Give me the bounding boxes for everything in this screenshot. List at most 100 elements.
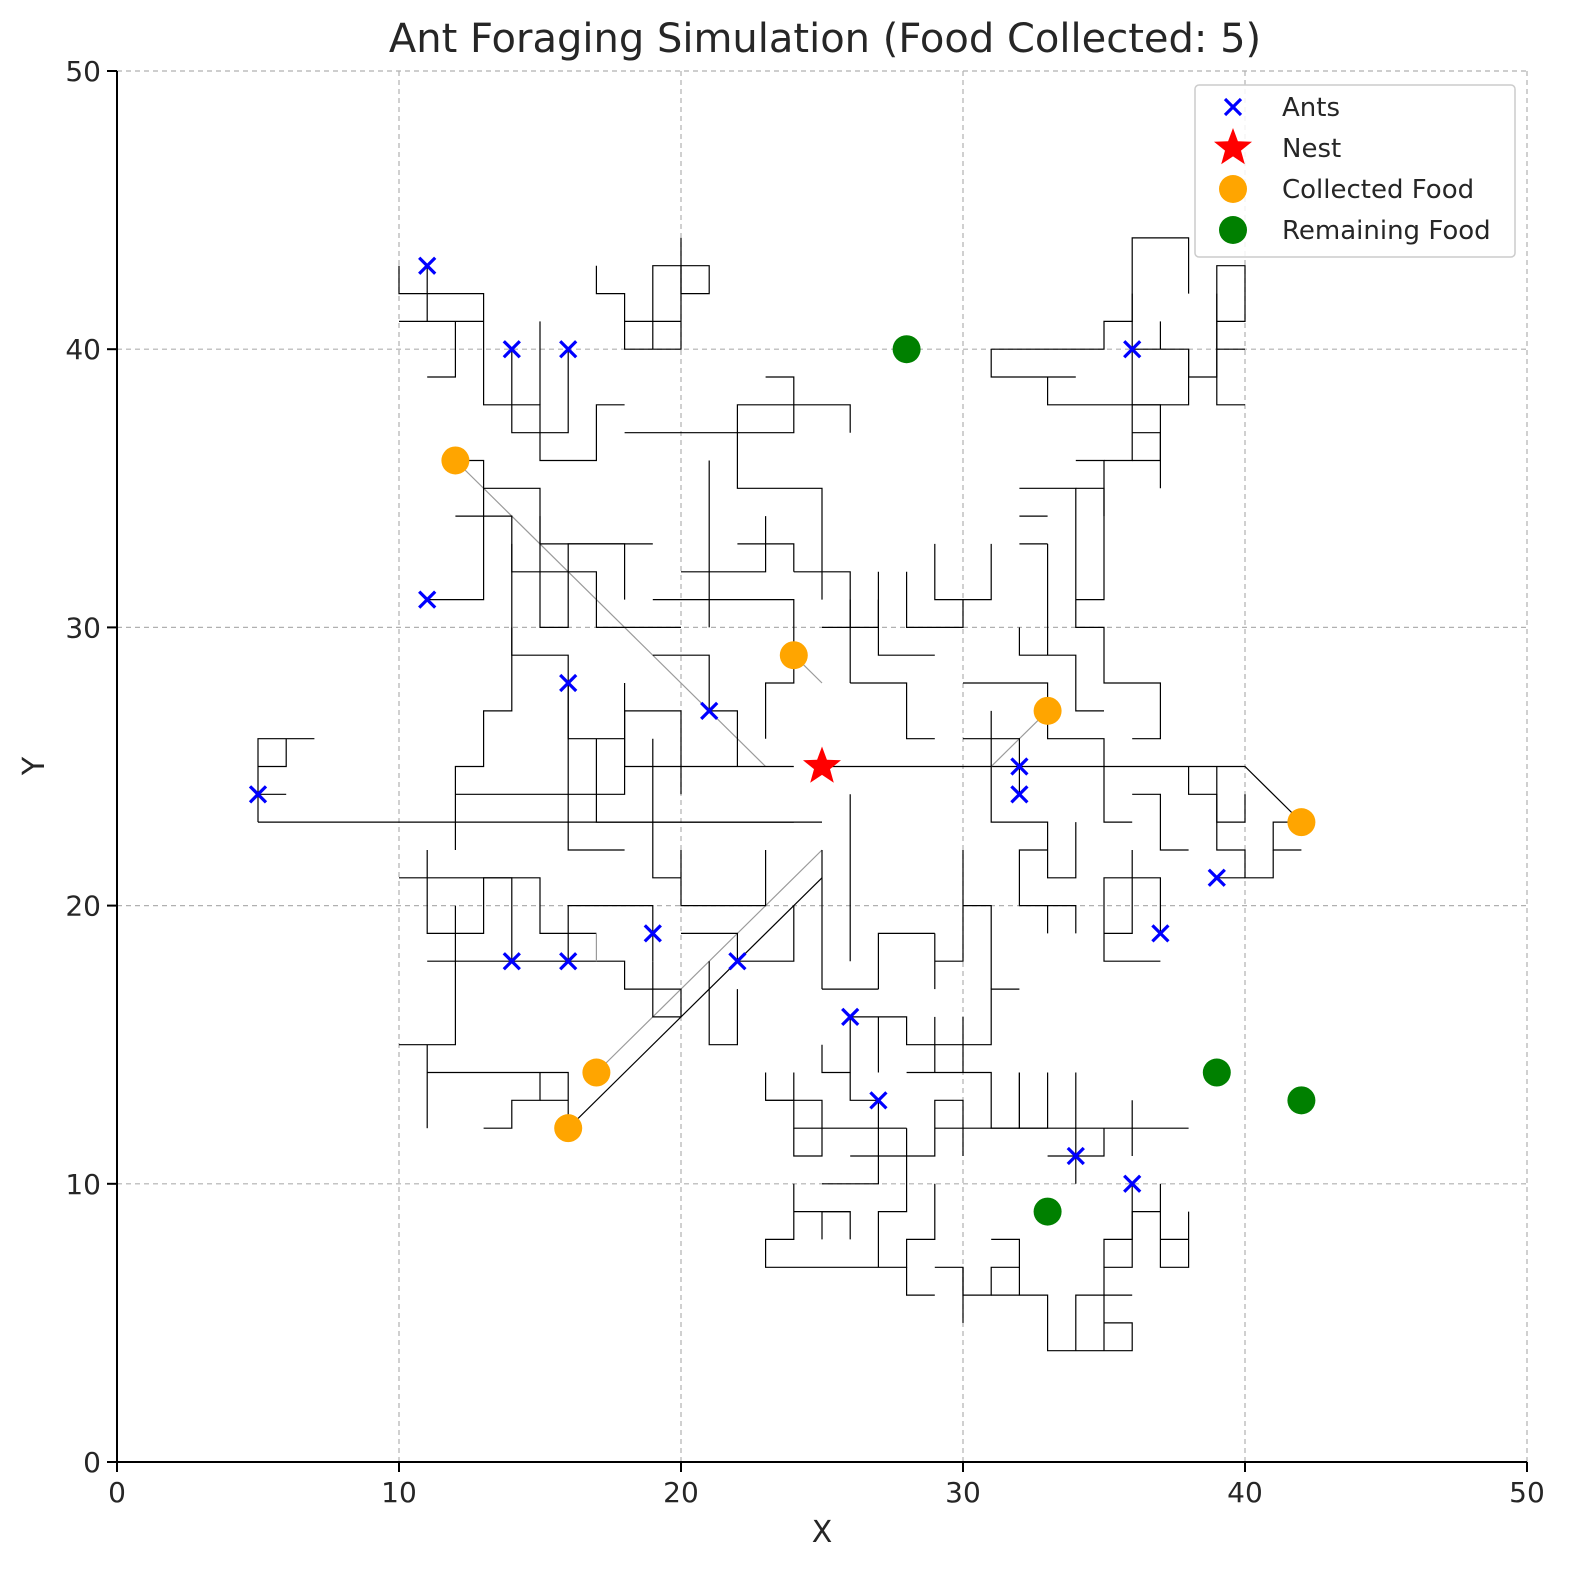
ant-trail [399, 265, 484, 322]
x-tick-label: 40 [1227, 1476, 1263, 1509]
ant-trail [1131, 1127, 1189, 1156]
ticks: 0 10 20 30 40 50 0 10 20 30 40 50 [65, 55, 1544, 1509]
ant-trail [934, 1266, 1020, 1296]
y-tick-label: 0 [83, 1446, 101, 1479]
ants-marker [1010, 785, 1029, 804]
legend-label-ants: Ants [1282, 93, 1340, 123]
ants-marker [700, 701, 719, 720]
markers [248, 256, 1316, 1226]
ant-trail [539, 516, 626, 629]
ants-marker [559, 340, 578, 359]
ant-trail [1019, 487, 1162, 740]
ant-trail [427, 488, 485, 601]
ant-trail [822, 571, 880, 629]
ant-trail [822, 765, 1303, 851]
y-tick-label: 40 [65, 333, 101, 366]
ants-marker [1207, 868, 1226, 887]
ant-trail [793, 571, 851, 628]
ant-trail [680, 237, 710, 295]
nest-marker [803, 746, 841, 783]
collected-food-marker [441, 446, 470, 475]
ant-trail [1047, 1128, 1105, 1157]
ant-trail [1103, 1183, 1133, 1268]
legend-frame [1194, 84, 1516, 258]
ant-trail [764, 1183, 936, 1268]
ant-trail [934, 543, 992, 601]
ant-trail [399, 877, 513, 962]
collected-food-marker [779, 641, 808, 670]
x-axis-label: X [812, 1515, 833, 1550]
ants-series [248, 256, 1226, 1193]
ant-trail [595, 738, 794, 823]
y-tick-label: 50 [65, 55, 101, 88]
ant-trail [455, 515, 681, 629]
ant-trail [568, 960, 682, 1018]
ant-trail [934, 850, 964, 962]
ants-marker [841, 1007, 860, 1027]
legend-label-remaining-food: Remaining Food [1282, 216, 1491, 246]
ant-trail [427, 321, 456, 378]
ants-marker [559, 952, 578, 971]
legend: Ants Nest Collected Food Remaining Food [1194, 84, 1516, 258]
legend-label-collected-food: Collected Food [1282, 175, 1474, 205]
ant-trail [454, 627, 513, 850]
ant-trail [736, 376, 851, 434]
y-axis-label: Y [17, 756, 52, 776]
ant-trail [483, 1072, 541, 1129]
ants-marker [1010, 757, 1029, 776]
ant-trail [737, 543, 795, 572]
ant-trail [708, 961, 739, 1046]
ants-marker [1123, 1174, 1142, 1193]
nest-series [803, 746, 841, 783]
ant-trail [455, 459, 653, 545]
y-tick-label: 20 [65, 890, 101, 923]
collected-food-marker [554, 1114, 583, 1143]
ants-marker [418, 590, 437, 609]
ant-trail [1216, 293, 1245, 406]
remaining-food-series [892, 335, 1316, 1226]
ant-trail [1187, 766, 1274, 879]
remaining-food-marker [1033, 1197, 1062, 1226]
ants-marker [418, 256, 437, 275]
ants-marker [502, 340, 521, 359]
ants-marker [502, 952, 521, 971]
ants-marker [559, 673, 578, 693]
ant-trail [821, 988, 1020, 1074]
ant-trail [1046, 377, 1162, 462]
y-tick-label: 10 [65, 1168, 101, 1201]
ant-trail [1018, 1072, 1048, 1129]
ants-marker [1066, 1146, 1085, 1166]
legend-marker-nest [1214, 128, 1252, 165]
ant-trail [1132, 793, 1189, 851]
collected-food-marker [582, 1058, 611, 1087]
collected-food-series [441, 446, 1316, 1143]
ants-marker [1123, 340, 1142, 359]
y-tick-label: 30 [65, 611, 101, 644]
ant-trail [963, 738, 1021, 795]
chart-title: Ant Foraging Simulation (Food Collected:… [389, 16, 1261, 62]
remaining-food-marker [892, 335, 921, 364]
ant-trail [1103, 877, 1162, 962]
ant-trail [1216, 766, 1246, 823]
x-tick-label: 10 [381, 1476, 417, 1509]
ant-trail [963, 904, 992, 990]
ant-trail [624, 432, 823, 600]
ant-trail [399, 961, 456, 1046]
ant-trail [850, 682, 935, 740]
x-tick-label: 30 [945, 1476, 981, 1509]
ant-trail [905, 571, 964, 629]
ants-marker [1151, 924, 1170, 943]
ant-trail [623, 683, 794, 768]
legend-label-nest: Nest [1282, 134, 1341, 164]
ant-trail [427, 904, 654, 962]
ant-trail [1103, 1210, 1190, 1351]
legend-marker-remaining-food [1219, 216, 1247, 244]
ant-trail [567, 877, 823, 1129]
ant-trail [765, 1099, 823, 1157]
ants-marker [643, 924, 662, 943]
ant-trail [1018, 849, 1048, 907]
ants-marker [248, 785, 268, 804]
ant-trail [652, 738, 681, 879]
ant-trail [905, 1267, 935, 1296]
